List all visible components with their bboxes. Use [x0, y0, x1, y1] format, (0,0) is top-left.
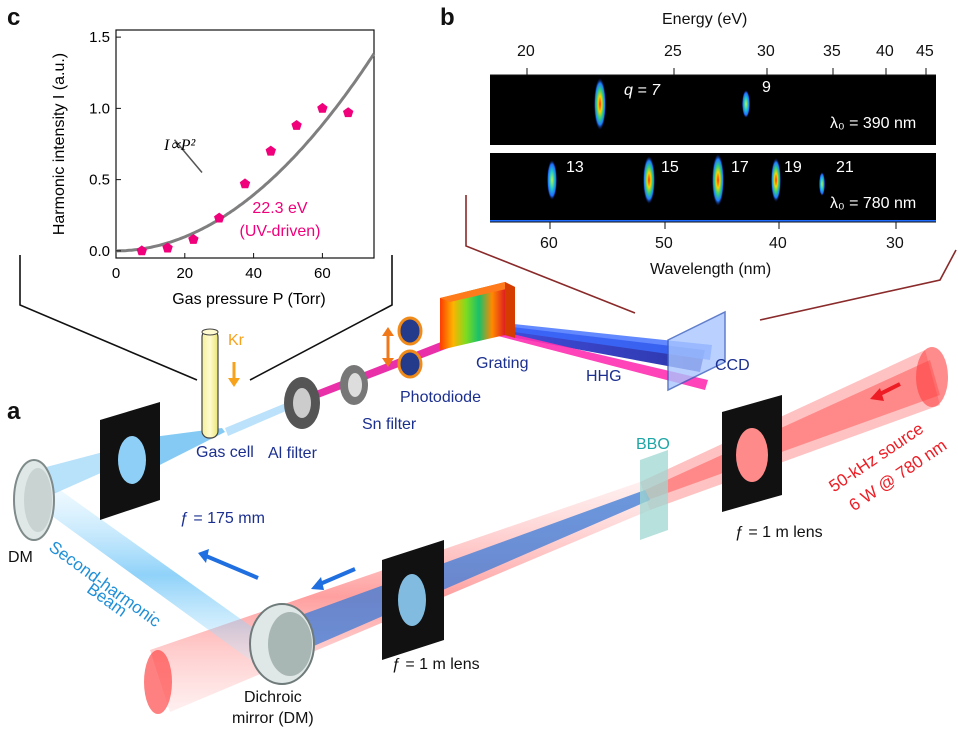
f1m-lens-bottom-label: ƒ = 1 m lens: [392, 656, 480, 673]
dichroic-mirror: [249, 603, 315, 685]
kr-label: Kr: [228, 332, 244, 349]
data-point: [214, 212, 225, 223]
fit-curve: [116, 52, 376, 253]
energy-axis-label: Energy (eV): [662, 11, 748, 28]
harmonic-order-21: 21: [836, 159, 854, 176]
direction-arrow-blue-2: [311, 567, 356, 590]
data-point: [188, 234, 199, 244]
spectrum-strip-390: [490, 75, 936, 145]
dm-mirror-left: [13, 459, 55, 541]
zoom-connector-b: [465, 195, 957, 321]
lens-1m-right: [722, 395, 782, 512]
harmonic-order-17: 17: [731, 159, 749, 176]
harmonic-order-15: 15: [661, 159, 679, 176]
y-tick-label: 1.5: [89, 29, 110, 46]
data-point: [343, 107, 354, 118]
chart-frame: [115, 29, 375, 259]
grating: [440, 282, 515, 350]
grating-label: Grating: [476, 355, 529, 372]
bbo-label: BBO: [636, 436, 670, 453]
wavelength-tick-30: 30: [886, 235, 904, 252]
gas-cell: [201, 328, 219, 439]
energy-tick-40: 40: [876, 43, 894, 60]
spectrum-top-axis-ticks: [490, 68, 936, 76]
f1m-lens-right-label: ƒ = 1 m lens: [735, 524, 823, 541]
lens-1m-bottom: [382, 540, 444, 660]
zoom-connector-c: [19, 255, 393, 381]
ccd-label: CCD: [715, 357, 750, 374]
sn-filter: [340, 365, 368, 405]
photodiode-icon: [397, 316, 423, 379]
photodiode-arrow: [382, 327, 394, 367]
energy-tick-25: 25: [664, 43, 682, 60]
al-filter-label: Al filter: [268, 445, 317, 462]
energy-tick-30: 30: [757, 43, 775, 60]
data-point: [239, 178, 251, 189]
panel-letter-b: b: [440, 4, 455, 31]
f175-label: ƒ = 175 mm: [180, 510, 265, 527]
chart-plot-area: 0 20 40 60 0.0 0.5 1.0 1.5 Gas pressure P (Torr)…: [51, 29, 376, 308]
hhg-label: HHG: [586, 368, 622, 385]
annotation-driver: (UV-driven): [240, 223, 321, 240]
dm-label: DM: [8, 549, 33, 566]
x-axis-label: Gas pressure P (Torr): [172, 291, 326, 308]
photodiode-label: Photodiode: [400, 389, 481, 406]
energy-tick-45: 45: [916, 43, 934, 60]
harmonic-order-19: 19: [784, 159, 802, 176]
direction-arrow-source: [870, 382, 901, 401]
fit-label: I∝P²: [163, 137, 197, 154]
y-tick-label: 0.0: [89, 243, 110, 260]
x-tick-label: 40: [245, 265, 262, 282]
data-point: [317, 102, 328, 113]
y-tick-label: 0.5: [89, 172, 110, 189]
y-tick-label: 1.0: [89, 100, 110, 117]
dichroic-label-line1: Dichroic: [244, 689, 302, 706]
y-axis-label: Harmonic intensity I (a.u.): [51, 53, 68, 235]
lambda-390-label: λ₀ = 390 nm: [830, 115, 917, 132]
lens-175mm: [100, 402, 160, 520]
ccd-detector: [667, 310, 726, 392]
data-point: [291, 120, 302, 130]
wavelength-tick-40: 40: [769, 235, 787, 252]
panel-letter-a: a: [7, 398, 21, 425]
sn-filter-label: Sn filter: [362, 416, 417, 433]
panel-letter-c: c: [7, 4, 21, 31]
annotation-energy: 22.3 eV: [252, 200, 307, 217]
data-point: [136, 245, 147, 256]
bbo-crystal: [640, 450, 668, 540]
dichroic-label-line2: mirror (DM): [232, 710, 314, 727]
hhg-beam: [495, 322, 712, 390]
kr-inlet-arrow: [228, 362, 240, 387]
gas-cell-label: Gas cell: [196, 444, 254, 461]
energy-tick-20: 20: [517, 43, 535, 60]
direction-arrow-blue-1: [198, 549, 259, 580]
harmonic-order-9: 9: [762, 79, 771, 96]
energy-tick-35: 35: [823, 43, 841, 60]
x-tick-label: 60: [314, 265, 331, 282]
spectrum-bottom-axis-ticks: [490, 221, 936, 229]
x-tick-label: 0: [112, 265, 120, 282]
data-point: [265, 145, 276, 156]
x-tick-label: 20: [176, 265, 193, 282]
spectrum-strip-780: [490, 153, 936, 222]
wavelength-tick-50: 50: [655, 235, 673, 252]
wavelength-tick-60: 60: [540, 235, 558, 252]
data-point: [162, 242, 173, 253]
fit-label-leader: [173, 139, 203, 173]
harmonic-order-13: 13: [566, 159, 584, 176]
harmonic-order-7: q = 7: [624, 82, 661, 99]
al-filter: [284, 377, 320, 429]
wavelength-axis-label: Wavelength (nm): [650, 261, 772, 278]
lambda-780-label: λ₀ = 780 nm: [830, 195, 917, 212]
